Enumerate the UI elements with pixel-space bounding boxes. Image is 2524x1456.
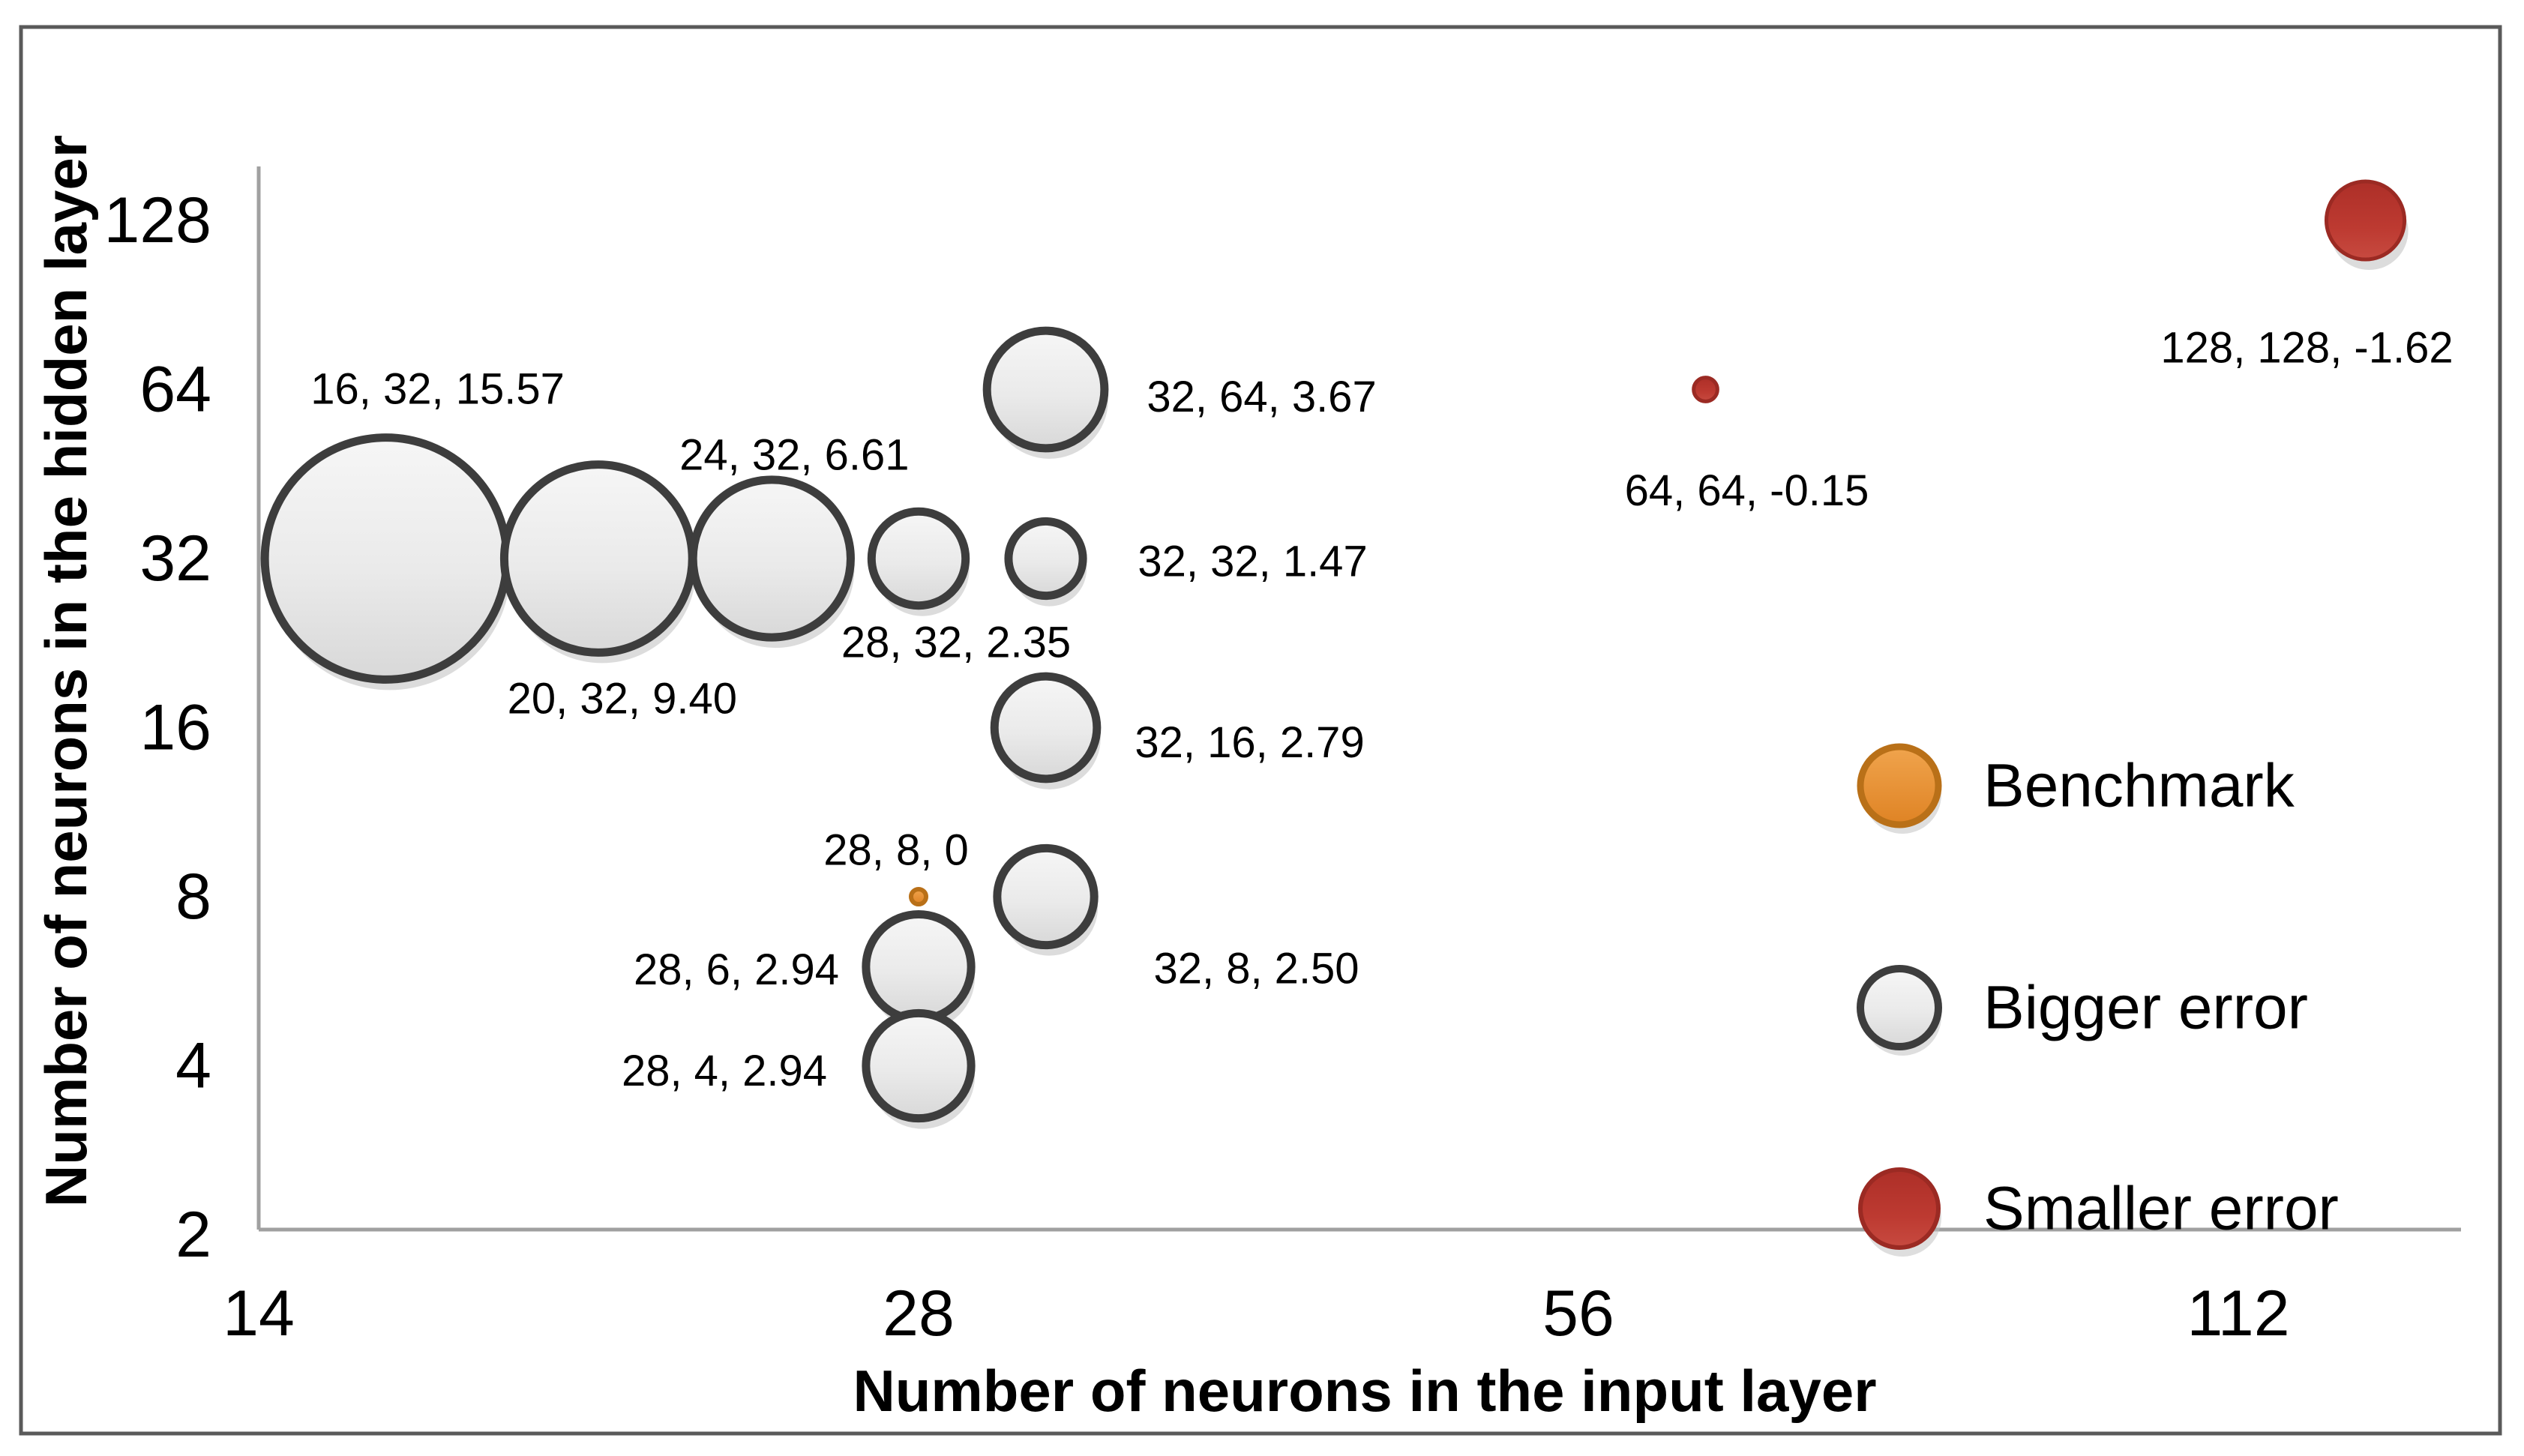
- y-tick-label: 4: [175, 1030, 211, 1102]
- bubble-label: 32, 8, 2.50: [1153, 945, 1359, 993]
- bubble-label: 24, 32, 6.61: [679, 431, 909, 480]
- bubble-label: 16, 32, 15.57: [310, 365, 565, 414]
- bubble-label: 28, 4, 2.94: [622, 1047, 827, 1095]
- x-tick-label: 56: [1542, 1278, 1614, 1350]
- y-axis-ticks: 2 4 8 16 32 64 128: [104, 184, 212, 1271]
- bubble: [1692, 376, 1719, 403]
- bubble-label: 28, 6, 2.94: [634, 945, 839, 994]
- x-axis-ticks: 14 28 56 112: [223, 1278, 2289, 1350]
- legend-item: Bigger error: [1857, 965, 2308, 1056]
- legend-item: Smaller error: [1858, 1167, 2339, 1257]
- legend-label: Benchmark: [1983, 752, 2295, 820]
- x-tick-label: 112: [2187, 1278, 2289, 1350]
- bubble-label: 28, 32, 2.35: [841, 619, 1071, 667]
- bubble-label: 20, 32, 9.40: [508, 675, 737, 724]
- bubble-label: 64, 64, -0.15: [1625, 466, 1869, 515]
- y-axis-title: Number of neurons in the hidden layer: [33, 135, 99, 1207]
- y-tick-label: 16: [139, 692, 211, 764]
- bubble-labels: 16, 32, 15.57 20, 32, 9.40 24, 32, 6.61 28,…: [310, 324, 2453, 1096]
- legend-swatch: [1857, 743, 1942, 828]
- bubble: [499, 460, 697, 657]
- bubble: [990, 672, 1102, 783]
- y-tick-label: 32: [139, 523, 211, 595]
- bubble: [2324, 179, 2407, 262]
- bubble: [909, 887, 928, 906]
- bubble-label: 28, 8, 0: [823, 826, 968, 875]
- bubble: [993, 843, 1099, 950]
- x-tick-label: 14: [223, 1278, 295, 1350]
- bubble: [260, 433, 511, 684]
- y-tick-label: 64: [139, 354, 211, 426]
- bubble: [982, 326, 1109, 453]
- bubble: [867, 507, 970, 610]
- bubble: [862, 909, 976, 1024]
- bubble-series: [260, 179, 2409, 1129]
- chart-border: [19, 25, 2502, 1436]
- bubble: [1004, 517, 1087, 601]
- legend-label: Bigger error: [1983, 974, 2308, 1042]
- y-tick-label: 8: [175, 861, 211, 933]
- legend-swatch: [1857, 965, 1942, 1050]
- legend-swatch: [1858, 1167, 1941, 1250]
- legend: Benchmark Bigger error Smaller error: [1857, 743, 2339, 1257]
- legend-item: Benchmark: [1857, 743, 2295, 834]
- y-tick-label: 2: [175, 1199, 211, 1271]
- bubble-label: 32, 32, 1.47: [1138, 538, 1367, 586]
- x-axis-title: Number of neurons in the input layer: [853, 1358, 1876, 1424]
- bubble-label: 128, 128, -1.62: [2160, 324, 2453, 373]
- legend-label: Smaller error: [1983, 1175, 2339, 1243]
- bubble: [862, 1008, 976, 1123]
- bubble: [688, 475, 855, 642]
- bubble-label: 32, 16, 2.79: [1135, 718, 1364, 767]
- bubble-label: 32, 64, 3.67: [1147, 373, 1376, 421]
- x-tick-label: 28: [883, 1278, 955, 1350]
- y-tick-label: 128: [104, 184, 212, 256]
